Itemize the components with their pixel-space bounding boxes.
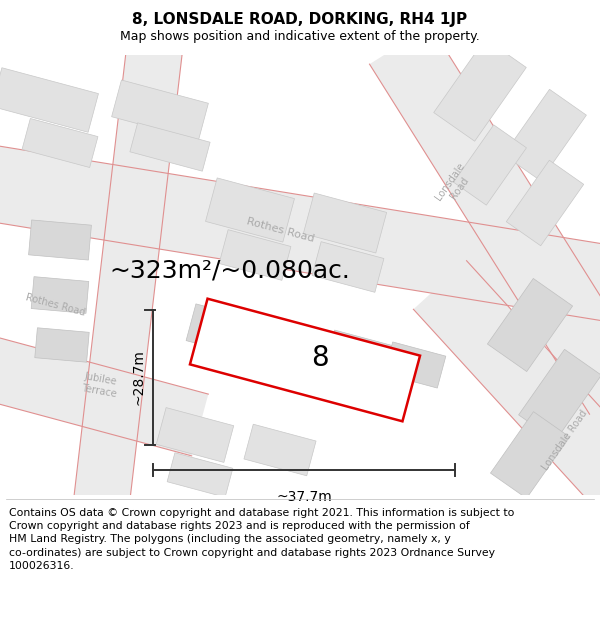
Polygon shape — [413, 261, 600, 539]
Polygon shape — [239, 326, 301, 374]
Polygon shape — [454, 125, 526, 205]
Text: 8, LONSDALE ROAD, DORKING, RH4 1JP: 8, LONSDALE ROAD, DORKING, RH4 1JP — [133, 12, 467, 27]
Polygon shape — [434, 39, 526, 141]
Polygon shape — [518, 349, 600, 441]
Polygon shape — [35, 328, 89, 362]
Text: ~28.7m: ~28.7m — [132, 349, 146, 406]
Polygon shape — [506, 160, 584, 246]
Text: Jubilee
Terrace: Jubilee Terrace — [80, 371, 119, 399]
Text: Rothes Road: Rothes Road — [24, 292, 86, 318]
Text: Lonsdale Road: Lonsdale Road — [541, 408, 589, 472]
Text: ~37.7m: ~37.7m — [276, 490, 332, 504]
Text: Map shows position and indicative extent of the property.: Map shows position and indicative extent… — [120, 30, 480, 43]
Polygon shape — [29, 220, 91, 260]
Polygon shape — [312, 242, 384, 292]
Polygon shape — [130, 122, 210, 171]
Polygon shape — [72, 42, 183, 518]
Text: Rothes Road: Rothes Road — [245, 216, 315, 244]
Polygon shape — [22, 119, 98, 168]
Polygon shape — [0, 68, 98, 132]
Polygon shape — [112, 80, 208, 140]
Polygon shape — [370, 26, 600, 414]
Text: Contains OS data © Crown copyright and database right 2021. This information is : Contains OS data © Crown copyright and d… — [9, 508, 514, 571]
Polygon shape — [490, 412, 569, 498]
Polygon shape — [0, 324, 208, 456]
Polygon shape — [384, 342, 446, 388]
Polygon shape — [219, 229, 291, 281]
Polygon shape — [487, 279, 572, 371]
Polygon shape — [156, 408, 234, 462]
Text: ~323m²/~0.080ac.: ~323m²/~0.080ac. — [110, 258, 350, 282]
Polygon shape — [326, 330, 394, 380]
Text: 8: 8 — [311, 344, 329, 372]
Polygon shape — [190, 299, 420, 421]
Polygon shape — [0, 138, 600, 328]
Polygon shape — [167, 452, 233, 498]
Polygon shape — [206, 178, 295, 242]
Polygon shape — [304, 193, 386, 253]
Polygon shape — [31, 277, 89, 313]
Text: Lonsdale
Road: Lonsdale Road — [434, 161, 476, 209]
Polygon shape — [503, 89, 586, 181]
Polygon shape — [244, 424, 316, 476]
Polygon shape — [186, 304, 254, 356]
